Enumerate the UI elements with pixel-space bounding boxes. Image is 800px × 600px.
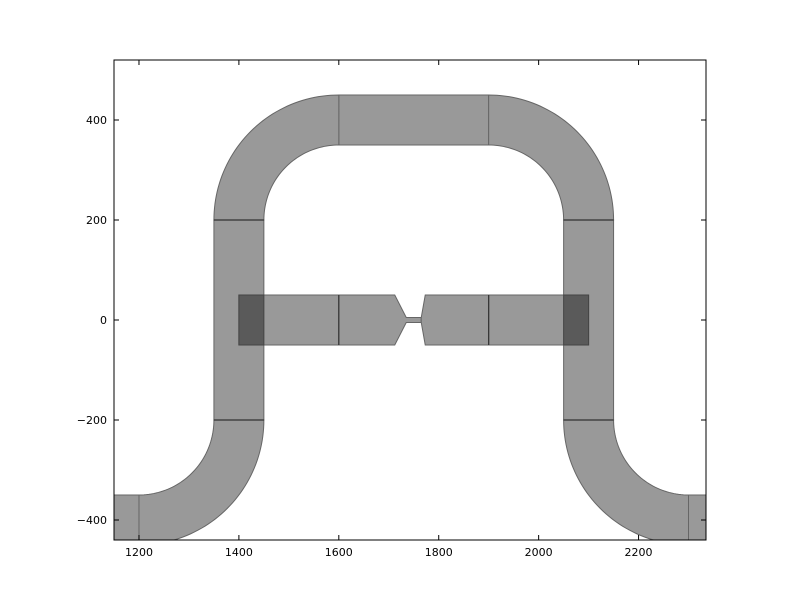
y-tick-label: 0 (100, 314, 107, 327)
plot-area (114, 94, 706, 540)
waveguide-bottom-right-lead (688, 494, 706, 540)
y-tick-label: 400 (86, 114, 107, 127)
x-tick-label: 1200 (125, 546, 153, 559)
x-tick-label: 2200 (625, 546, 653, 559)
waveguide-shapes (114, 94, 706, 540)
overlap-right (563, 294, 590, 346)
y-tick-label: −200 (77, 414, 107, 427)
y-tick-label: 200 (86, 214, 107, 227)
overlap-regions (238, 294, 590, 346)
waveguide-bottom-left-lead (114, 494, 140, 540)
waveguide-top-left-bend (213, 94, 340, 221)
x-tick-label: 1400 (225, 546, 253, 559)
x-tick-label: 2000 (525, 546, 553, 559)
waveguide-top-right-bend (488, 94, 615, 221)
x-tick-label: 1600 (325, 546, 353, 559)
segment-seams (213, 219, 614, 421)
y-tick-label: −400 (77, 514, 107, 527)
axes: 1200 1400 1600 1800 2000 2200 −400 −200 0 200 400 (77, 59, 707, 559)
x-tick-label: 1800 (425, 546, 453, 559)
waveguide-top-straight (338, 94, 490, 146)
overlap-left (238, 294, 265, 346)
waveguide-taper-right (420, 294, 490, 346)
plot-frame (113, 59, 707, 541)
